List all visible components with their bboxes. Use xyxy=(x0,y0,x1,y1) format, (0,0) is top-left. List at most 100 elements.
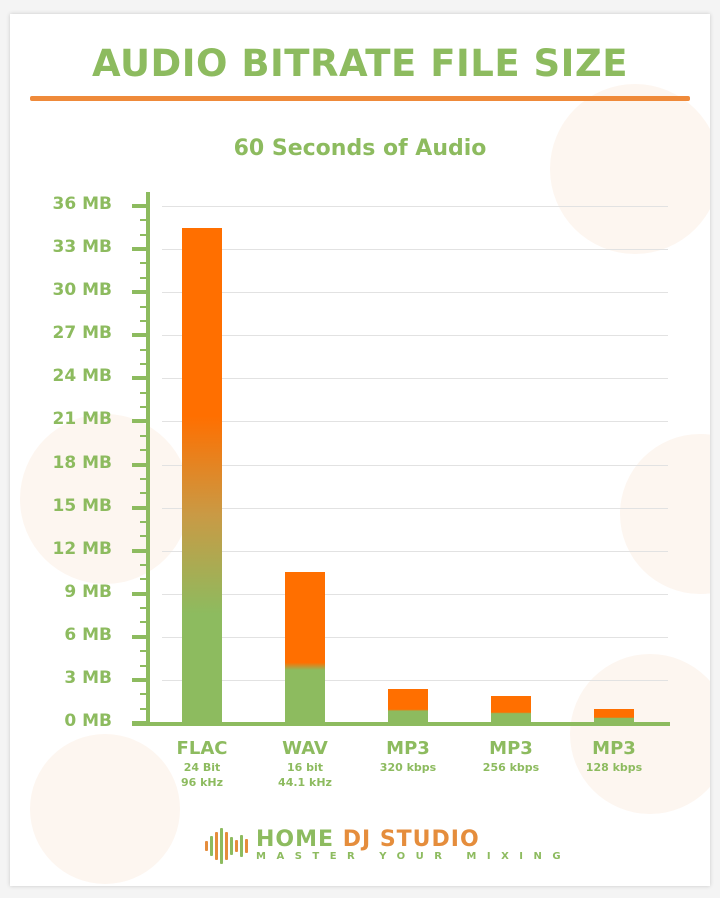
y-minor-tick xyxy=(140,391,148,394)
y-tick-label: 21 MB xyxy=(52,409,112,430)
gridline xyxy=(162,593,668,595)
y-minor-tick xyxy=(140,650,148,653)
y-major-tick xyxy=(132,333,148,338)
y-minor-tick xyxy=(140,535,148,538)
y-tick-label: 9 MB xyxy=(64,581,112,602)
y-minor-tick xyxy=(140,276,148,279)
soundwave-bar xyxy=(240,835,243,857)
format-name: FLAC xyxy=(176,738,228,759)
y-minor-tick xyxy=(140,406,148,409)
y-minor-tick xyxy=(140,578,148,581)
bar-flac-0 xyxy=(182,227,222,723)
y-tick-label: 12 MB xyxy=(52,538,112,559)
gridline xyxy=(162,292,668,294)
logo-tagline: MASTER YOUR MIXING xyxy=(256,851,572,862)
y-minor-tick xyxy=(140,477,148,480)
gridline xyxy=(162,636,668,638)
y-major-tick xyxy=(132,247,148,252)
gridline xyxy=(162,464,668,466)
gridline xyxy=(162,378,668,380)
y-minor-tick xyxy=(140,262,148,265)
format-name: MP3 xyxy=(489,738,533,759)
x-tick-label: FLAC 24 Bit 96 kHz xyxy=(147,738,257,790)
background-circle xyxy=(30,734,180,884)
gridline xyxy=(162,335,668,337)
soundwave-bar xyxy=(235,840,238,852)
soundwave-bar xyxy=(210,836,213,856)
bar-mp3-4 xyxy=(594,708,634,723)
y-axis-line xyxy=(146,192,150,725)
gridline xyxy=(162,679,668,681)
y-major-tick xyxy=(132,204,148,208)
y-major-tick xyxy=(132,376,148,381)
soundwave-icon xyxy=(205,828,248,864)
plot-area: 36 MB 33 MB 30 MB 27 MB 24 MB 21 MB 18 MB 15 MB… xyxy=(10,14,710,886)
format-detail: 256 kbps xyxy=(482,761,540,774)
y-tick-label: 6 MB xyxy=(64,624,112,645)
x-tick-label: MP3 320 kbps xyxy=(353,738,463,775)
format-detail: 24 Bit xyxy=(183,761,221,774)
y-minor-tick xyxy=(140,434,148,437)
y-minor-tick xyxy=(140,707,148,710)
bar-mp3-3 xyxy=(491,695,531,723)
infographic-card: AUDIO BITRATE FILE SIZE 60 Seconds of Au… xyxy=(10,14,710,886)
gridline xyxy=(162,206,668,207)
y-minor-tick xyxy=(140,621,148,624)
soundwave-bar xyxy=(230,837,233,855)
y-minor-tick xyxy=(140,233,148,236)
soundwave-bar xyxy=(205,841,208,851)
y-major-tick xyxy=(132,548,148,553)
bar-wav-1 xyxy=(285,572,325,723)
y-tick-label: 24 MB xyxy=(52,366,112,387)
y-tick-label: 36 MB xyxy=(52,194,112,214)
x-tick-label: MP3 256 kbps xyxy=(456,738,566,775)
x-tick-label: MP3 128 kbps xyxy=(559,738,669,775)
format-detail: 320 kbps xyxy=(379,761,437,774)
format-detail: 96 kHz xyxy=(180,776,224,789)
logo-word-home: HOME xyxy=(256,827,335,852)
y-minor-tick xyxy=(140,492,148,495)
y-minor-tick xyxy=(140,348,148,351)
y-major-tick xyxy=(132,462,148,467)
y-major-tick xyxy=(132,290,148,295)
y-tick-label: 33 MB xyxy=(52,237,112,258)
bar-mp3-2 xyxy=(388,688,428,723)
x-tick-label: WAV 16 bit 44.1 kHz xyxy=(250,738,360,790)
gridline xyxy=(162,249,668,251)
x-axis-line xyxy=(132,722,670,726)
format-name: WAV xyxy=(282,738,328,759)
gridline xyxy=(162,550,668,552)
y-minor-tick xyxy=(140,449,148,452)
y-minor-tick xyxy=(140,219,148,222)
y-tick-label: 27 MB xyxy=(52,323,112,344)
soundwave-bar xyxy=(225,832,228,860)
y-minor-tick xyxy=(140,664,148,667)
soundwave-bar xyxy=(215,832,218,860)
y-minor-tick xyxy=(140,607,148,610)
y-tick-label: 3 MB xyxy=(64,667,112,688)
y-major-tick xyxy=(132,505,148,510)
y-minor-tick xyxy=(140,362,148,365)
y-tick-label: 18 MB xyxy=(52,452,112,473)
y-major-tick xyxy=(132,591,148,596)
chart-title: AUDIO BITRATE FILE SIZE xyxy=(91,42,628,85)
y-major-tick xyxy=(132,677,148,682)
gridline xyxy=(162,507,668,509)
gridline xyxy=(162,421,668,423)
logo-word-dj-studio: DJ STUDIO xyxy=(342,827,480,852)
y-tick-label: 0 MB xyxy=(64,711,112,731)
soundwave-bar xyxy=(245,839,248,853)
y-tick-label: 15 MB xyxy=(52,495,112,516)
format-detail: 16 bit xyxy=(286,761,324,774)
background-circle xyxy=(550,84,710,254)
background-circle xyxy=(20,414,190,584)
title-underline xyxy=(30,96,690,101)
y-minor-tick xyxy=(140,564,148,567)
brand-logo: HOME DJ STUDIO MASTER YOUR MIXING xyxy=(205,826,571,866)
y-minor-tick xyxy=(140,693,148,696)
y-minor-tick xyxy=(140,319,148,322)
y-major-tick xyxy=(132,419,148,424)
format-detail: 44.1 kHz xyxy=(278,776,332,789)
format-name: MP3 xyxy=(592,738,636,759)
y-major-tick xyxy=(132,634,148,639)
